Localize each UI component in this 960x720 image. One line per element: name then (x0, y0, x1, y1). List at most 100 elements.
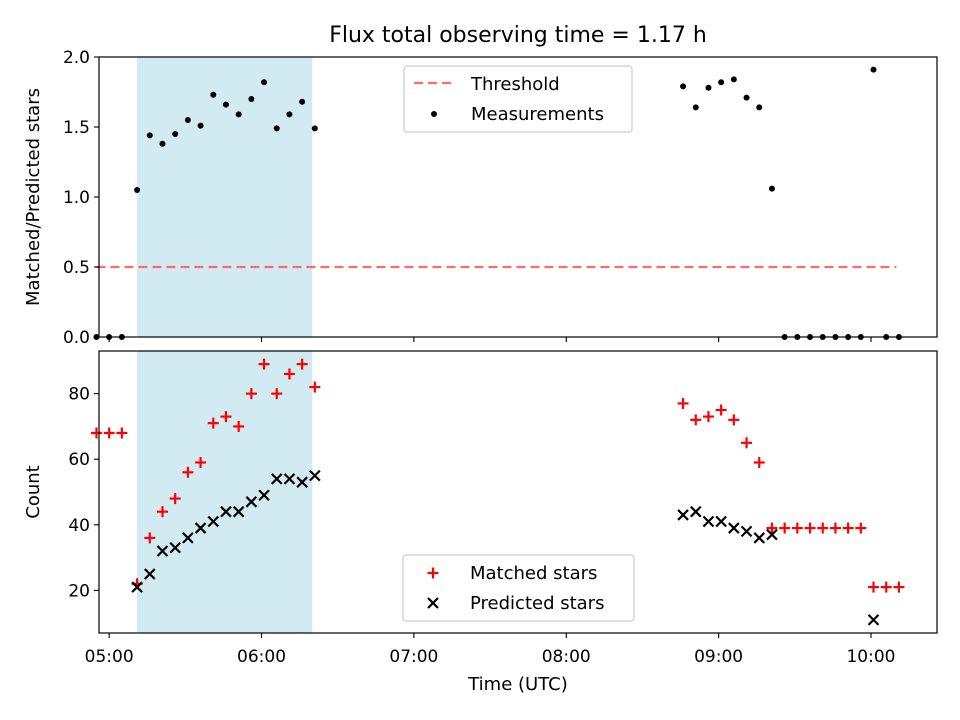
shaded-interval (137, 351, 313, 633)
measurement-point (222, 101, 229, 108)
measurement-point (197, 122, 204, 129)
predicted-star-point (283, 473, 296, 485)
x-axis-label: Time (UTC) (467, 674, 568, 695)
measurement-point (146, 132, 153, 139)
axes-frame (98, 350, 938, 634)
matched-star-point (779, 522, 791, 534)
series-2 (93, 66, 902, 340)
matched-star-point (220, 411, 232, 423)
measurement-point (159, 140, 166, 147)
matched-star-point (182, 466, 194, 478)
measurement-point (718, 79, 725, 86)
matched-star-point (842, 522, 854, 534)
legend-box (402, 554, 635, 622)
predicted-star-point (296, 476, 308, 488)
legend: Matched stars Predicted stars (402, 554, 635, 622)
matched-star-point (283, 368, 295, 380)
matched-star-point (868, 581, 880, 593)
predicted-star-point (194, 522, 207, 534)
predicted-star-point (258, 489, 270, 502)
measurement-point (210, 91, 217, 98)
matched-star-point (880, 581, 892, 593)
measurement-point (248, 96, 255, 102)
predicted-star-point (702, 515, 715, 528)
legend-measurements-swatch (431, 111, 437, 117)
y-tick-label: 1.5 (63, 118, 90, 138)
measurement-point (134, 187, 141, 193)
measurement-point (680, 83, 687, 90)
predicted-star-point (766, 528, 778, 541)
matched-star-point (804, 522, 816, 534)
matched-star-point (690, 414, 702, 426)
x-tick-label: 06:00 (237, 647, 286, 667)
predicted-star-point (232, 505, 245, 518)
predicted-star-point (270, 473, 283, 485)
y-tick-label: 40 (68, 516, 90, 536)
x-tick-label: 07:00 (389, 647, 438, 667)
matched-star-point (156, 506, 168, 518)
matched-star-point (728, 414, 740, 426)
y-tick-label: 20 (68, 581, 90, 601)
figure-title: Flux total observing time = 1.17 h (329, 23, 707, 48)
predicted-star-point (207, 515, 220, 528)
matched-star-point (309, 381, 321, 393)
matched-star-point (766, 522, 778, 534)
measurement-point (235, 111, 242, 118)
x-tick-label: 09:00 (694, 647, 743, 667)
matched-star-point (195, 456, 207, 468)
matched-star-point (702, 411, 714, 423)
matched-star-point (233, 420, 245, 432)
matched-star-point (258, 358, 270, 370)
legend-box (403, 65, 633, 133)
legend-threshold-label: Threshold (470, 74, 560, 95)
predicted-star-point (144, 568, 156, 580)
y-tick-label: 80 (68, 385, 90, 405)
legend-predicted-label: Predicted stars (470, 593, 604, 614)
matched-star-point (103, 427, 115, 439)
measurement-point (286, 111, 293, 118)
matched-star-point (753, 456, 765, 468)
y-tick-label: 1.0 (63, 188, 90, 208)
y-tick-label: 0.0 (63, 328, 90, 348)
matched-star-point (207, 417, 219, 429)
y-tick-label: 60 (68, 450, 90, 470)
predicted-star-point (131, 581, 143, 593)
legend-matched-swatch (427, 567, 439, 579)
matched-star-point (116, 427, 128, 439)
measurement-point (705, 84, 712, 91)
measurement-point (730, 76, 737, 83)
matched-star-point (741, 437, 753, 449)
measurement-point (311, 125, 318, 132)
series-1 (90, 358, 905, 593)
y-tick-label: 2.0 (63, 48, 90, 68)
legend-predicted-swatch (427, 597, 439, 609)
matched-star-point (855, 522, 867, 534)
top-panel-ratio: 0.0 0.5 1.0 1.5 2.0 Matched/Predicted stars Th… (23, 48, 938, 348)
matched-star-point (245, 388, 257, 400)
series-2 (131, 469, 880, 626)
measurement-point (261, 79, 268, 86)
matched-star-point (169, 493, 181, 505)
measurement-point (768, 185, 775, 192)
matched-star-point (144, 532, 156, 544)
predicted-star-point (867, 614, 880, 626)
predicted-star-point (309, 469, 321, 482)
predicted-star-point (689, 505, 702, 518)
predicted-star-point (677, 509, 689, 521)
matched-star-point (677, 397, 689, 409)
matched-star-point (829, 522, 841, 534)
legend: Threshold Measurements (403, 65, 633, 133)
bottom-panel-counts: 20 40 60 80 05:00 06:00 07:00 08:00 09:00 10:00 Co… (23, 350, 938, 667)
matched-star-point (791, 522, 803, 534)
measurement-point (870, 66, 877, 73)
shaded-interval (137, 57, 313, 337)
predicted-star-point (169, 541, 181, 554)
x-tick-label: 08:00 (542, 647, 591, 667)
measurement-point (692, 104, 699, 111)
measurement-point (743, 94, 750, 101)
y-tick-label: 0.5 (63, 258, 90, 278)
measurement-point (756, 104, 763, 111)
legend-matched-label: Matched stars (470, 563, 597, 584)
legend-measurements-label: Measurements (471, 104, 604, 125)
